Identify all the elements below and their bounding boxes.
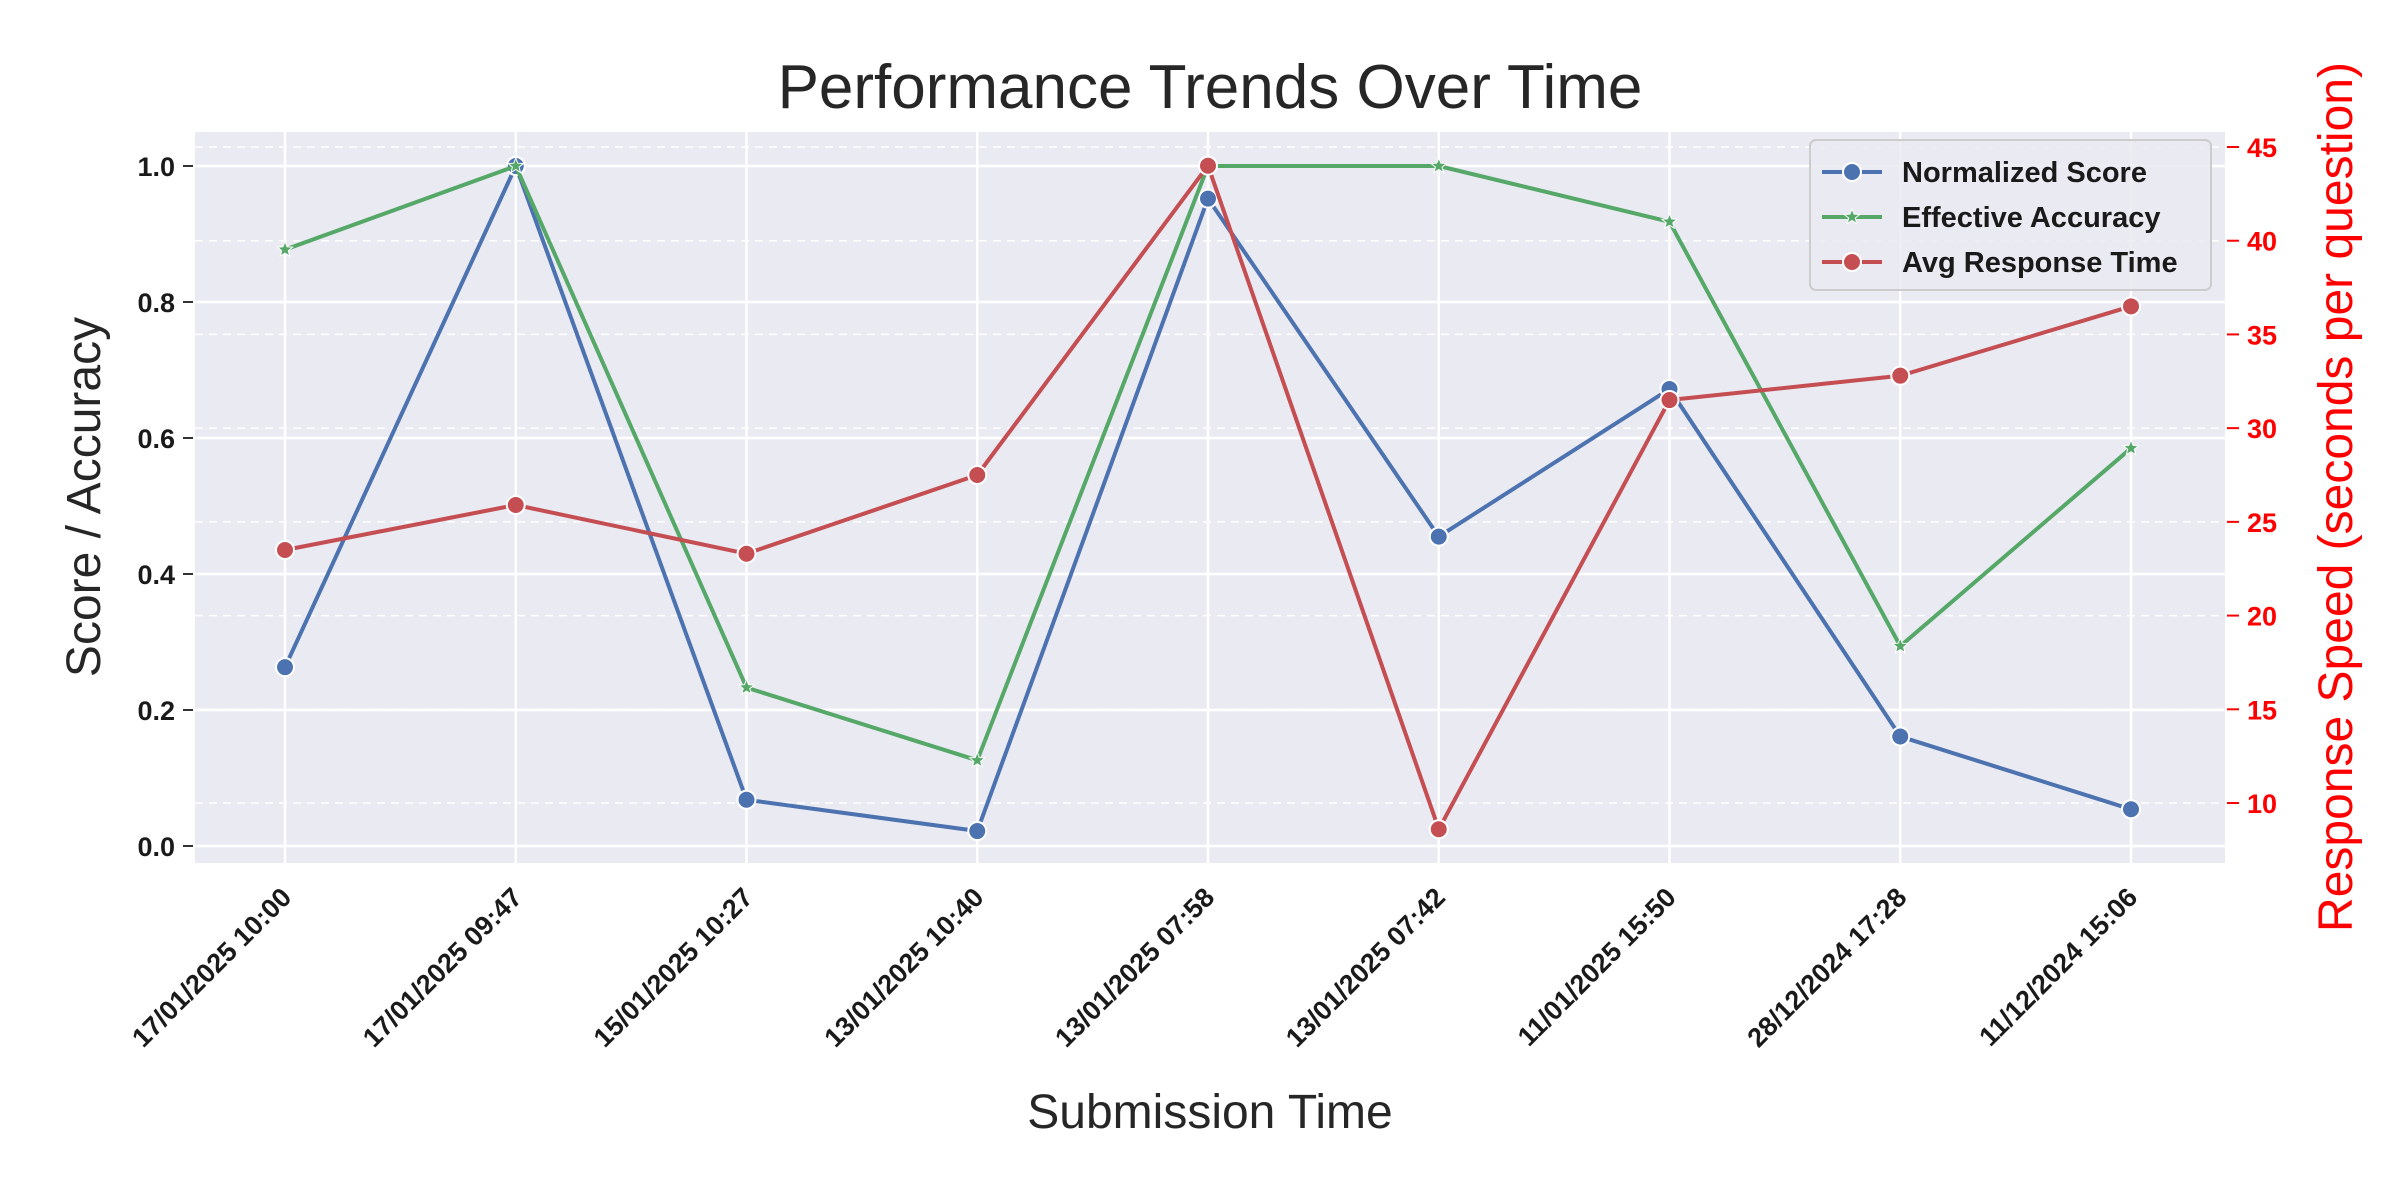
y-tick-label: 1.0 bbox=[137, 152, 175, 182]
x-tick-label: 13/01/2025 07:58 bbox=[1049, 882, 1220, 1053]
x-tick-label: 17/01/2025 10:00 bbox=[126, 882, 297, 1053]
legend-marker bbox=[1843, 253, 1861, 271]
data-point bbox=[738, 791, 756, 809]
y-right-tick-label: 10 bbox=[2247, 789, 2277, 819]
legend: Normalized Score Effective Accuracy Avg Re… bbox=[1810, 140, 2211, 290]
right-axis-ticks: 10 15 20 25 30 35 40 45 bbox=[2227, 133, 2277, 819]
legend-marker bbox=[1843, 163, 1861, 181]
y-tick-label: 0.6 bbox=[137, 424, 175, 454]
y-tick-label: 0.0 bbox=[137, 832, 175, 862]
x-tick-label: 13/01/2025 10:40 bbox=[819, 882, 990, 1053]
y-right-tick-label: 40 bbox=[2247, 227, 2277, 257]
data-point bbox=[968, 822, 986, 840]
x-axis-ticks: 17/01/2025 10:00 17/01/2025 09:47 15/01/20… bbox=[126, 882, 2143, 1053]
data-point bbox=[968, 466, 986, 484]
y-axis-right-title: Response Speed (seconds per question) bbox=[2310, 62, 2363, 932]
y-right-tick-label: 30 bbox=[2247, 414, 2277, 444]
legend-label: Effective Accuracy bbox=[1902, 202, 2160, 234]
y-right-tick-label: 25 bbox=[2247, 508, 2277, 538]
x-tick-label: 15/01/2025 10:27 bbox=[588, 882, 759, 1053]
data-point bbox=[1430, 820, 1448, 838]
y-right-tick-label: 20 bbox=[2247, 602, 2277, 632]
data-point bbox=[1891, 367, 1909, 385]
chart-title: Performance Trends Over Time bbox=[778, 53, 1643, 122]
data-point bbox=[738, 545, 756, 563]
y-tick-label: 0.2 bbox=[137, 696, 175, 726]
y-right-tick-label: 35 bbox=[2247, 320, 2277, 350]
data-point bbox=[1661, 391, 1679, 409]
x-axis-title: Submission Time bbox=[1027, 1086, 1392, 1139]
y-tick-label: 0.8 bbox=[137, 288, 175, 318]
x-tick-label: 28/12/2024 17:28 bbox=[1742, 882, 1913, 1053]
left-axis-ticks: 0.0 0.2 0.4 0.6 0.8 1.0 bbox=[137, 152, 193, 862]
data-point bbox=[2122, 297, 2140, 315]
data-point bbox=[1199, 157, 1217, 175]
legend-label: Normalized Score bbox=[1902, 157, 2147, 189]
data-point bbox=[276, 541, 294, 559]
data-point bbox=[1891, 728, 1909, 746]
legend-label: Avg Response Time bbox=[1902, 247, 2178, 279]
x-tick-label: 11/12/2024 15:06 bbox=[1973, 882, 2143, 1052]
data-point bbox=[1430, 528, 1448, 546]
data-point bbox=[2122, 800, 2140, 818]
y-right-tick-label: 15 bbox=[2247, 695, 2277, 725]
y-tick-label: 0.4 bbox=[137, 560, 175, 590]
y-right-tick-label: 45 bbox=[2247, 133, 2277, 163]
x-tick-label: 13/01/2025 07:42 bbox=[1280, 882, 1451, 1053]
y-axis-title: Score / Accuracy bbox=[58, 317, 111, 677]
x-tick-label: 17/01/2025 09:47 bbox=[357, 882, 528, 1053]
x-tick-label: 11/01/2025 15:50 bbox=[1512, 882, 1682, 1052]
data-point bbox=[276, 658, 294, 676]
data-point bbox=[1199, 190, 1217, 208]
data-point bbox=[507, 496, 525, 514]
